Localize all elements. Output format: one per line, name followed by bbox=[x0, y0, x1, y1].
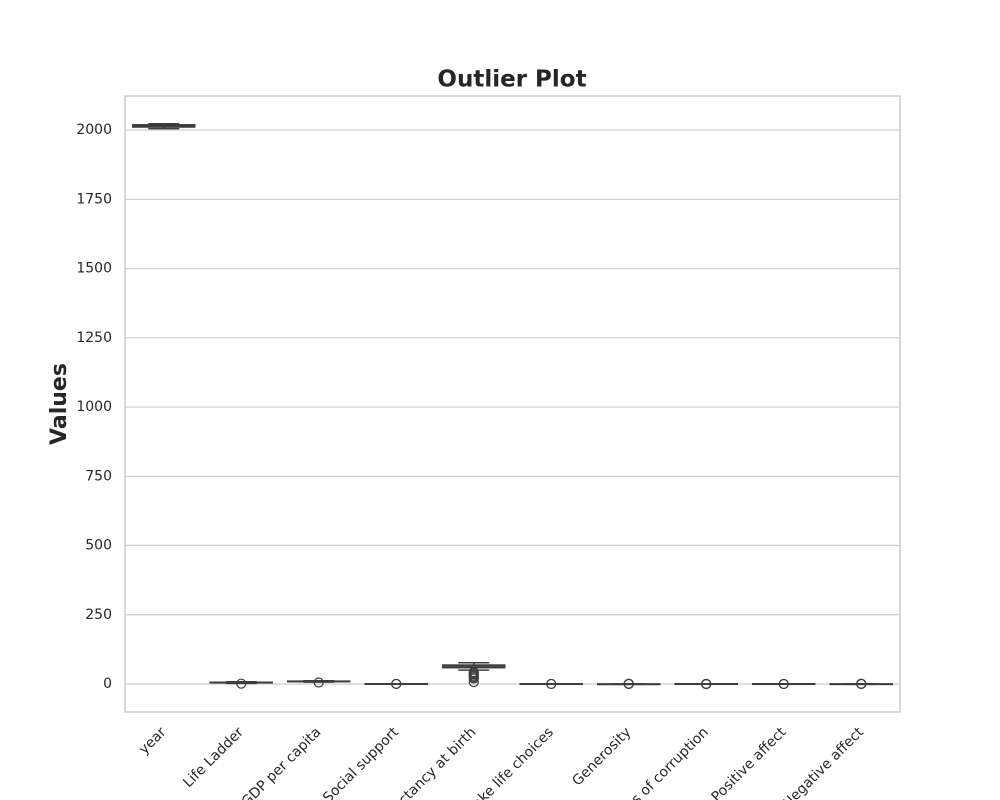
outlier bbox=[623, 678, 634, 689]
y-tick-label: 1000 bbox=[76, 399, 112, 415]
outlier bbox=[701, 678, 712, 690]
outlier bbox=[236, 678, 247, 689]
y-tick-label: 250 bbox=[85, 607, 112, 623]
chart-title: Outlier Plot bbox=[437, 67, 586, 93]
y-tick-label: 1250 bbox=[76, 330, 112, 346]
outlier bbox=[856, 678, 867, 689]
outlier bbox=[313, 677, 324, 688]
x-tick-label: Negative affect bbox=[780, 724, 868, 800]
y-tick-label: 0 bbox=[103, 676, 112, 692]
outlier bbox=[546, 678, 557, 690]
outlier bbox=[778, 678, 789, 690]
y-tick-label: 1750 bbox=[76, 191, 112, 207]
outlier bbox=[468, 667, 479, 678]
y-axis-label: Values bbox=[47, 363, 72, 445]
x-tick-label: Social support bbox=[320, 724, 402, 800]
y-tick-label: 500 bbox=[85, 538, 112, 554]
x-tick-label: ns of corruption bbox=[622, 724, 712, 800]
x-tick-label: Positive affect bbox=[708, 724, 789, 800]
x-tick-label: GDP per capita bbox=[239, 724, 325, 800]
x-tick-label: ectancy at birth bbox=[390, 724, 480, 800]
x-tick-label: year bbox=[136, 724, 170, 758]
y-tick-label: 750 bbox=[85, 468, 112, 484]
y-tick-label: 1500 bbox=[76, 261, 112, 277]
outlier bbox=[391, 678, 402, 690]
x-tick-label: Life Ladder bbox=[180, 724, 247, 791]
y-tick-label: 2000 bbox=[76, 122, 112, 138]
plot-frame bbox=[124, 95, 901, 713]
x-tick-label: ake life choices bbox=[469, 724, 556, 800]
x-tick-label: Generosity bbox=[569, 724, 634, 789]
